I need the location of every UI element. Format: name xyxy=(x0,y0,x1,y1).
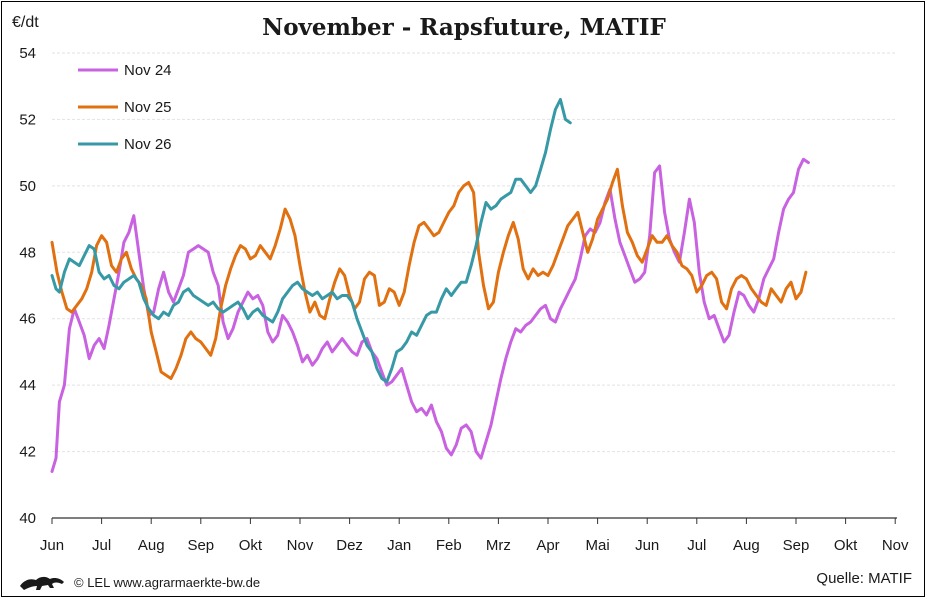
x-tick-label: Apr xyxy=(536,537,559,554)
x-tick-label: Okt xyxy=(239,537,263,554)
x-tick-label: Jan xyxy=(387,537,411,554)
y-tick-label: 50 xyxy=(19,178,36,195)
legend-label: Nov 25 xyxy=(124,99,172,116)
grid-layer xyxy=(52,52,897,453)
x-tick-label: Nov xyxy=(882,537,909,554)
x-tick-label: Mrz xyxy=(486,537,511,554)
copyright-text: © LEL www.agrarmaerkte-bw.de xyxy=(74,574,261,590)
x-tick-label: Sep xyxy=(783,537,810,554)
x-tick-label: Nov xyxy=(287,537,314,554)
y-axis-unit: €/dt xyxy=(12,14,39,31)
x-tick-label: Aug xyxy=(138,537,165,554)
x-tick-label: Feb xyxy=(436,537,462,554)
y-tick-label: 44 xyxy=(19,377,36,394)
y-tick-label: 52 xyxy=(19,111,36,128)
y-tick-label: 48 xyxy=(19,244,36,261)
legend-label: Nov 24 xyxy=(124,62,172,79)
y-tick-label: 42 xyxy=(19,444,36,461)
y-tick-label: 46 xyxy=(19,311,36,328)
x-tick-label: Aug xyxy=(733,537,760,554)
x-tick-label: Dez xyxy=(336,537,363,554)
y-tick-label: 54 xyxy=(19,45,36,62)
chart-title: November - Rapsfuture, MATIF xyxy=(262,14,666,41)
series-line-nov-26 xyxy=(50,98,572,384)
source-text: Quelle: MATIF xyxy=(816,570,912,587)
series-line-nov-24 xyxy=(50,157,810,473)
lion-crest-icon xyxy=(20,576,64,590)
x-tick-label: Jun xyxy=(40,537,64,554)
x-tick-label: Jul xyxy=(687,537,706,554)
series-layer xyxy=(50,98,810,473)
series-line-nov-25 xyxy=(50,167,808,380)
x-tick-label: Sep xyxy=(187,537,214,554)
x-tick-label: Jul xyxy=(92,537,111,554)
footer-credit: © LEL www.agrarmaerkte-bw.de xyxy=(18,572,260,592)
y-tick-label: 40 xyxy=(19,510,36,527)
legend: Nov 24 Nov 25 Nov 26 xyxy=(78,62,172,153)
x-tick-label: Okt xyxy=(834,537,858,554)
x-tick-label: Jun xyxy=(635,537,659,554)
x-tick-label: Mai xyxy=(586,537,610,554)
axis-layer: 40 42 44 46 48 50 52 54 Jun Jul Aug Sep Okt Nov Dez Jan… xyxy=(19,45,909,554)
legend-label: Nov 26 xyxy=(124,136,172,153)
